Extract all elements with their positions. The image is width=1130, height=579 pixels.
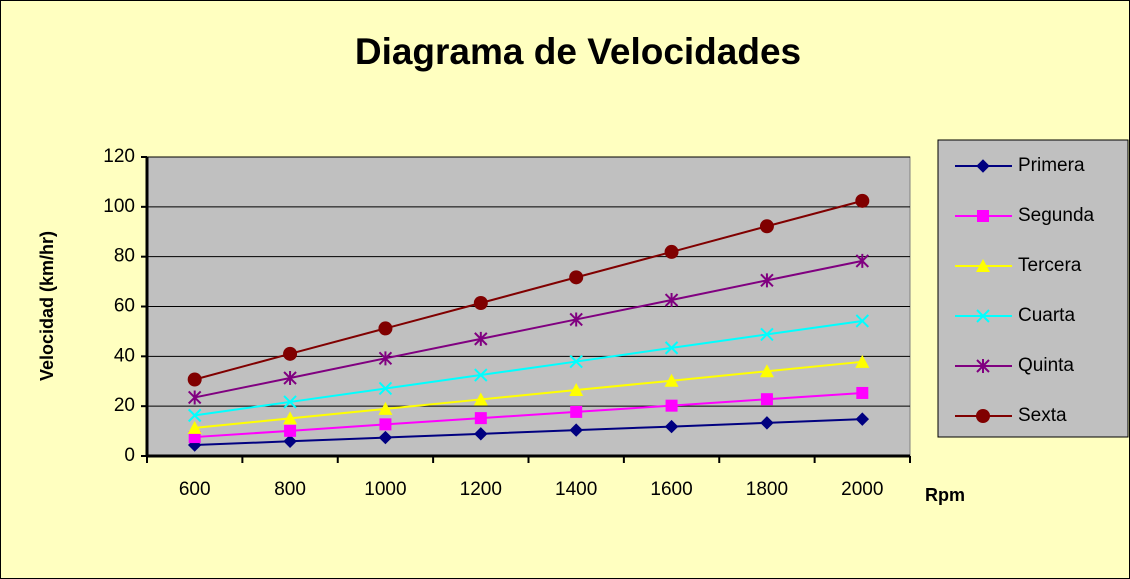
legend-label: Quinta (1018, 355, 1074, 376)
marker (187, 390, 202, 405)
y-axis-label: Velocidad (km/hr) (37, 231, 57, 381)
marker (855, 253, 870, 268)
marker (569, 354, 583, 369)
marker (760, 327, 774, 342)
marker (856, 386, 869, 399)
marker (187, 408, 202, 423)
x-tick-label: 1400 (555, 479, 597, 500)
marker (187, 420, 202, 434)
series-line (194, 391, 863, 439)
legend-label: Tercera (1018, 255, 1082, 276)
x-tick-label: 1200 (460, 479, 502, 500)
marker (664, 419, 679, 434)
marker (569, 270, 584, 285)
x-tick-label: 2000 (841, 479, 883, 500)
series-line (194, 360, 863, 429)
marker (569, 382, 584, 396)
marker (976, 159, 990, 173)
marker (188, 431, 201, 444)
series-line (194, 199, 863, 381)
marker (855, 193, 870, 208)
marker (665, 399, 678, 412)
marker (664, 341, 679, 355)
x-tick-label: 800 (274, 479, 306, 500)
marker (664, 293, 679, 308)
x-tick-label: 600 (179, 479, 211, 500)
marker (473, 296, 488, 311)
chart-title: Diagrama de Velocidades (355, 31, 801, 72)
x-tick-label: 1800 (746, 479, 788, 500)
marker (760, 393, 773, 406)
marker (759, 364, 774, 378)
marker (379, 418, 392, 431)
series-line (194, 418, 863, 447)
marker (570, 405, 583, 418)
marker (474, 368, 488, 382)
marker (473, 392, 488, 406)
y-tick-label: 0 (124, 445, 135, 466)
marker (976, 409, 990, 423)
marker (855, 314, 870, 328)
marker (474, 412, 487, 425)
marker (378, 351, 393, 366)
marker (378, 401, 393, 415)
marker (760, 273, 774, 288)
y-tick-label: 120 (103, 146, 135, 167)
y-tick-label: 100 (103, 196, 135, 217)
series-line (194, 319, 863, 417)
y-tick-label: 60 (114, 296, 135, 317)
legend-label: Primera (1018, 155, 1085, 176)
marker (378, 430, 393, 445)
marker (664, 244, 679, 259)
marker (664, 373, 679, 387)
y-tick-label: 40 (114, 345, 135, 366)
marker (474, 427, 488, 441)
marker (284, 424, 297, 437)
legend-label: Sexta (1018, 405, 1067, 426)
x-tick-label: 1000 (364, 479, 406, 500)
marker (474, 331, 488, 346)
legend-label: Segunda (1018, 205, 1095, 226)
legend-box (937, 139, 1129, 438)
marker (283, 434, 297, 449)
marker (976, 359, 990, 373)
marker (977, 210, 989, 222)
marker (976, 309, 990, 323)
marker (283, 346, 298, 361)
marker (569, 312, 583, 327)
marker (378, 321, 393, 336)
marker (283, 411, 298, 425)
marker (569, 423, 583, 437)
y-tick-label: 20 (114, 395, 135, 416)
y-tick-label: 80 (114, 246, 135, 267)
marker (760, 416, 774, 430)
marker (283, 395, 297, 409)
marker (283, 371, 297, 386)
marker (187, 372, 202, 387)
marker (855, 412, 870, 426)
x-tick-label: 1600 (650, 479, 692, 500)
marker (378, 381, 393, 396)
marker (855, 354, 870, 368)
marker (976, 259, 990, 272)
series-line (194, 259, 863, 399)
marker (759, 219, 774, 234)
x-axis-label: Rpm (925, 485, 965, 505)
legend-label: Cuarta (1018, 305, 1075, 326)
